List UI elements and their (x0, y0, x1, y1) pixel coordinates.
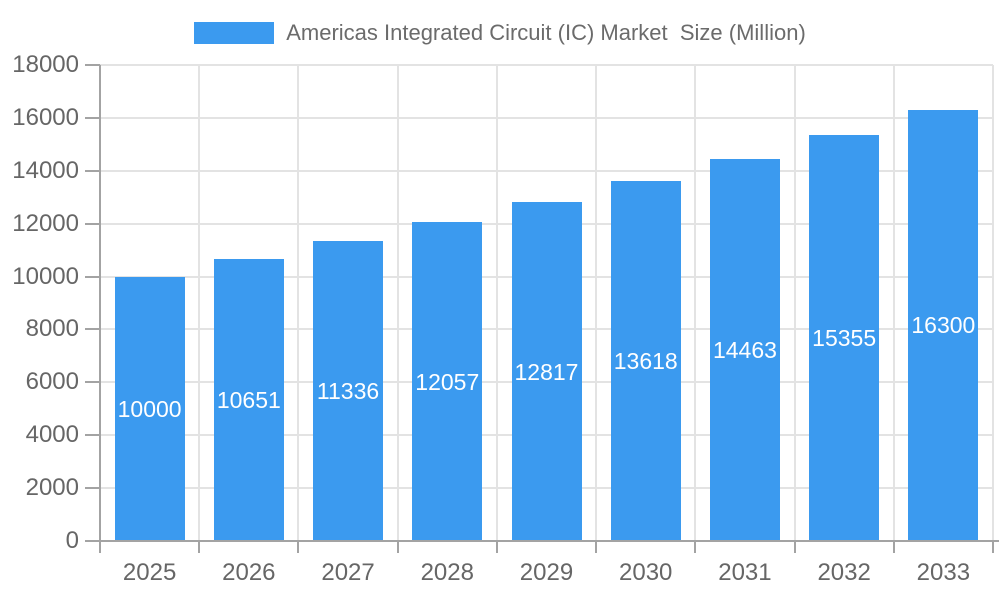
y-tick-label: 2000 (25, 474, 79, 502)
bar-value-label: 10651 (216, 387, 281, 414)
y-tick-label: 8000 (25, 315, 79, 343)
y-axis-tick (85, 116, 100, 119)
y-tick-label: 18000 (12, 51, 79, 78)
v-gridline (793, 65, 796, 541)
x-axis-line (99, 540, 999, 542)
v-gridline (595, 65, 598, 541)
y-tick-label: 6000 (25, 368, 79, 396)
x-tick-label: 2027 (321, 559, 375, 586)
v-gridline (198, 65, 201, 541)
bar-value-label: 10000 (117, 395, 182, 422)
x-tick-label: 2025 (122, 559, 177, 586)
y-tick-label: 12000 (12, 209, 79, 237)
bar-2029[interactable] (511, 202, 582, 541)
y-axis-tick (85, 487, 100, 490)
y-axis-tick (85, 434, 100, 437)
y-axis-tick (85, 540, 100, 542)
x-axis-tick (198, 541, 201, 553)
x-tick-label: 2029 (519, 559, 574, 586)
bar-2027[interactable] (313, 241, 384, 541)
bar-value-label: 16300 (911, 312, 976, 339)
v-gridline (297, 65, 300, 541)
y-axis-tick (85, 381, 100, 384)
v-gridline (396, 65, 399, 541)
x-tick-label: 2030 (619, 559, 673, 586)
h-gridline (100, 169, 993, 172)
bar-2025[interactable] (114, 276, 185, 541)
v-gridline (495, 65, 498, 541)
x-axis-tick (297, 541, 300, 553)
x-tick-label: 2033 (916, 559, 971, 586)
x-axis-tick (793, 541, 796, 553)
y-tick-label: 10000 (12, 262, 79, 290)
y-axis-tick (85, 169, 100, 172)
x-tick-label: 2031 (718, 559, 772, 586)
x-axis-tick (396, 541, 399, 553)
bar-value-label: 13618 (613, 347, 678, 374)
x-axis-tick (992, 541, 994, 553)
y-tick-label: 14000 (12, 156, 79, 184)
x-tick-label: 2026 (222, 559, 276, 586)
bar-2031[interactable] (709, 158, 780, 541)
v-gridline (892, 65, 895, 541)
bar-value-label: 15355 (812, 324, 877, 351)
chart-legend[interactable]: Americas Integrated Circuit (IC) Market … (0, 20, 1000, 46)
h-gridline (100, 64, 993, 66)
y-axis-tick (85, 222, 100, 225)
legend-swatch (194, 22, 275, 44)
y-axis-line (99, 65, 101, 541)
x-axis-tick (495, 541, 498, 553)
bar-2030[interactable] (610, 180, 681, 541)
x-tick-label: 2028 (420, 559, 474, 586)
bar-value-label: 11336 (316, 378, 380, 405)
bar-2026[interactable] (213, 259, 284, 541)
y-tick-label: 0 (65, 527, 79, 554)
bar-2032[interactable] (809, 134, 880, 541)
y-axis-tick (85, 275, 100, 278)
x-axis-tick (892, 541, 895, 553)
bar-2028[interactable] (412, 222, 483, 541)
x-tick-label: 2032 (817, 559, 871, 586)
bar-2033[interactable] (908, 109, 979, 541)
y-axis-tick (85, 328, 100, 331)
x-axis-tick (595, 541, 598, 553)
bar-value-label: 12057 (415, 368, 480, 395)
v-gridline (694, 65, 697, 541)
h-gridline (100, 116, 993, 119)
v-gridline (992, 65, 994, 541)
bar-value-label: 12817 (514, 358, 579, 385)
bar-value-label: 14463 (712, 336, 777, 363)
x-axis-tick (99, 541, 101, 553)
x-axis-tick (694, 541, 697, 553)
y-tick-label: 4000 (25, 421, 79, 449)
legend-label: Americas Integrated Circuit (IC) Market … (286, 20, 806, 45)
y-axis-tick (85, 64, 100, 66)
y-tick-label: 16000 (12, 103, 79, 131)
